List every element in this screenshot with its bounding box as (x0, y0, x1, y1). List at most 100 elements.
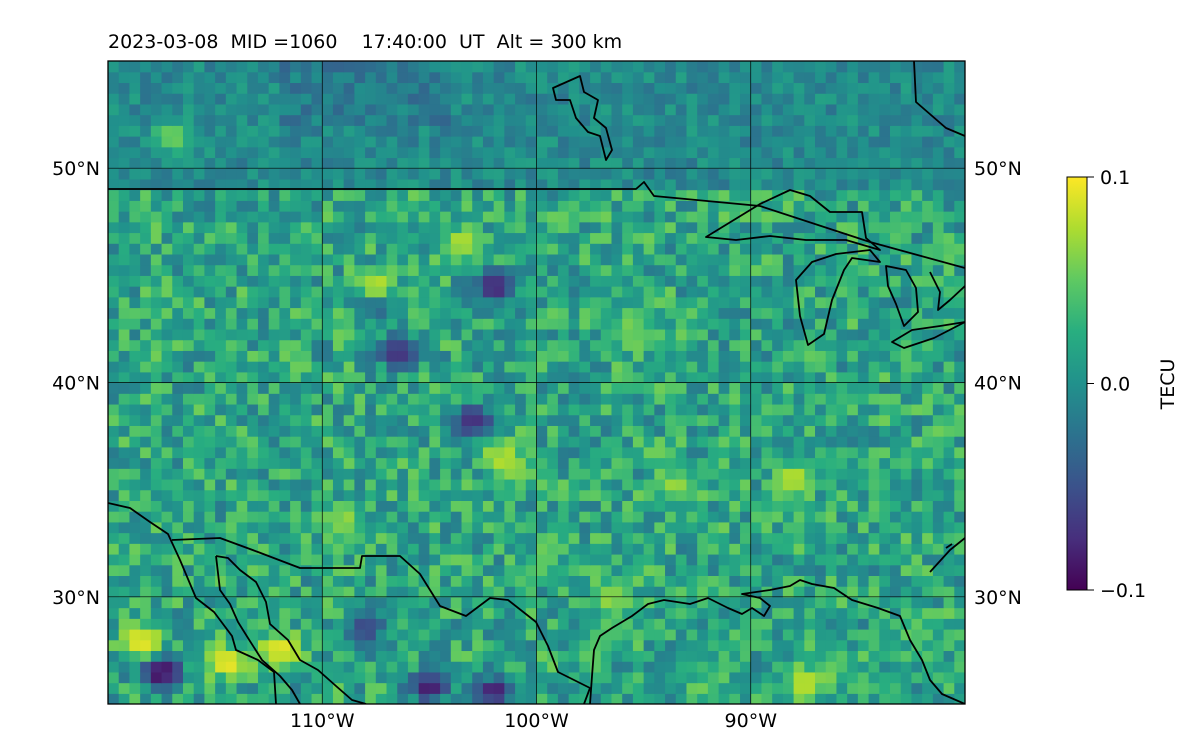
heatmap-cell (236, 146, 248, 159)
heatmap-cell (600, 693, 613, 704)
heatmap-cell (611, 146, 623, 159)
heatmap-cell (257, 650, 270, 662)
heatmap-cell (836, 628, 848, 641)
heatmap-cell (386, 296, 398, 309)
heatmap-cell (536, 564, 548, 576)
heatmap-cell (161, 232, 173, 244)
heatmap-cell (140, 178, 152, 191)
heatmap-cell (311, 275, 323, 287)
heatmap-cell (257, 189, 270, 201)
heatmap-cell (793, 661, 805, 673)
heatmap-cell (622, 232, 634, 244)
heatmap-cell (375, 393, 388, 405)
lake-superior (705, 189, 881, 251)
heatmap-cell (150, 339, 163, 351)
heatmap-cell (472, 61, 484, 73)
heatmap-cell (311, 264, 323, 276)
heatmap-cell (932, 650, 945, 662)
heatmap-cell (482, 639, 495, 652)
heatmap-cell (322, 511, 334, 523)
heatmap-cell (900, 61, 913, 73)
heatmap-cell (461, 425, 473, 437)
heatmap-cell (943, 521, 955, 534)
heatmap-cell (343, 371, 355, 384)
heatmap-cell (857, 178, 870, 191)
heatmap-cell (300, 500, 313, 512)
heatmap-cell (450, 532, 463, 544)
heatmap-cell (300, 328, 313, 341)
heatmap-cell (108, 61, 120, 73)
heatmap-cell (504, 393, 516, 405)
heatmap-cell (322, 693, 334, 704)
heatmap-cell (600, 296, 613, 309)
heatmap-cell (740, 425, 752, 437)
heatmap-cell (557, 200, 570, 212)
heatmap-cell (365, 543, 377, 555)
heatmap-cell (836, 639, 848, 652)
heatmap-cell (718, 446, 730, 459)
heatmap-cell (279, 253, 291, 266)
heatmap-cell (868, 682, 880, 694)
heatmap-cell (761, 361, 773, 373)
heatmap-cell (879, 275, 891, 287)
heatmap-cell (557, 61, 570, 73)
heatmap-cell (343, 403, 355, 416)
heatmap-cell (215, 275, 227, 287)
heatmap-cell (429, 436, 441, 448)
heatmap-cell (718, 436, 730, 448)
heatmap-cell (525, 500, 538, 512)
heatmap-cell (461, 82, 473, 94)
heatmap-cell (525, 446, 538, 459)
heatmap-cell (825, 211, 838, 223)
heatmap-cell (729, 671, 741, 684)
heatmap-cell (557, 350, 570, 362)
heatmap-cell (172, 93, 184, 105)
heatmap-cell (322, 200, 334, 212)
heatmap-cell (772, 693, 784, 704)
heatmap-cell (182, 264, 195, 276)
heatmap-cell (740, 296, 752, 309)
heatmap-cell (772, 446, 784, 459)
heatmap-cell (761, 693, 773, 704)
heatmap-cell (311, 682, 323, 694)
heatmap-cell (365, 189, 377, 201)
heatmap-cell (675, 575, 688, 587)
heatmap-cell (407, 607, 420, 619)
heatmap-cell (450, 521, 463, 534)
heatmap-cell (257, 393, 270, 405)
heatmap-cell (332, 125, 345, 137)
heatmap-cell (815, 125, 827, 137)
heatmap-cell (450, 414, 463, 426)
heatmap-cell (172, 157, 184, 169)
heatmap-cell (193, 93, 206, 105)
heatmap-cell (675, 403, 688, 416)
heatmap-cell (215, 318, 227, 330)
heatmap-cell (375, 168, 388, 180)
heatmap-cell (568, 436, 580, 448)
heatmap-cell (868, 296, 880, 309)
heatmap-cell (740, 682, 752, 694)
heatmap-cell (236, 371, 248, 384)
heatmap-cell (150, 553, 163, 566)
heatmap-cell (547, 328, 559, 341)
heatmap-cell (718, 564, 730, 576)
heatmap-cell (343, 114, 355, 126)
heatmap-cell (622, 339, 634, 351)
heatmap-cell (857, 339, 870, 351)
heatmap-cell (440, 403, 452, 416)
heatmap-cell (579, 339, 591, 351)
heatmap-cell (300, 478, 313, 491)
heatmap-cell (365, 307, 377, 319)
heatmap-cell (707, 682, 720, 694)
heatmap-cell (161, 436, 173, 448)
heatmap-cell (632, 221, 645, 234)
heatmap-cell (429, 586, 441, 598)
heatmap-cell (150, 596, 163, 609)
heatmap-cell (772, 318, 784, 330)
heatmap-cell (547, 189, 559, 201)
heatmap-cell (740, 221, 752, 234)
heatmap-cell (836, 478, 848, 491)
heatmap-cell (836, 436, 848, 448)
heatmap-cell (515, 221, 527, 234)
heatmap-cell (525, 328, 538, 341)
